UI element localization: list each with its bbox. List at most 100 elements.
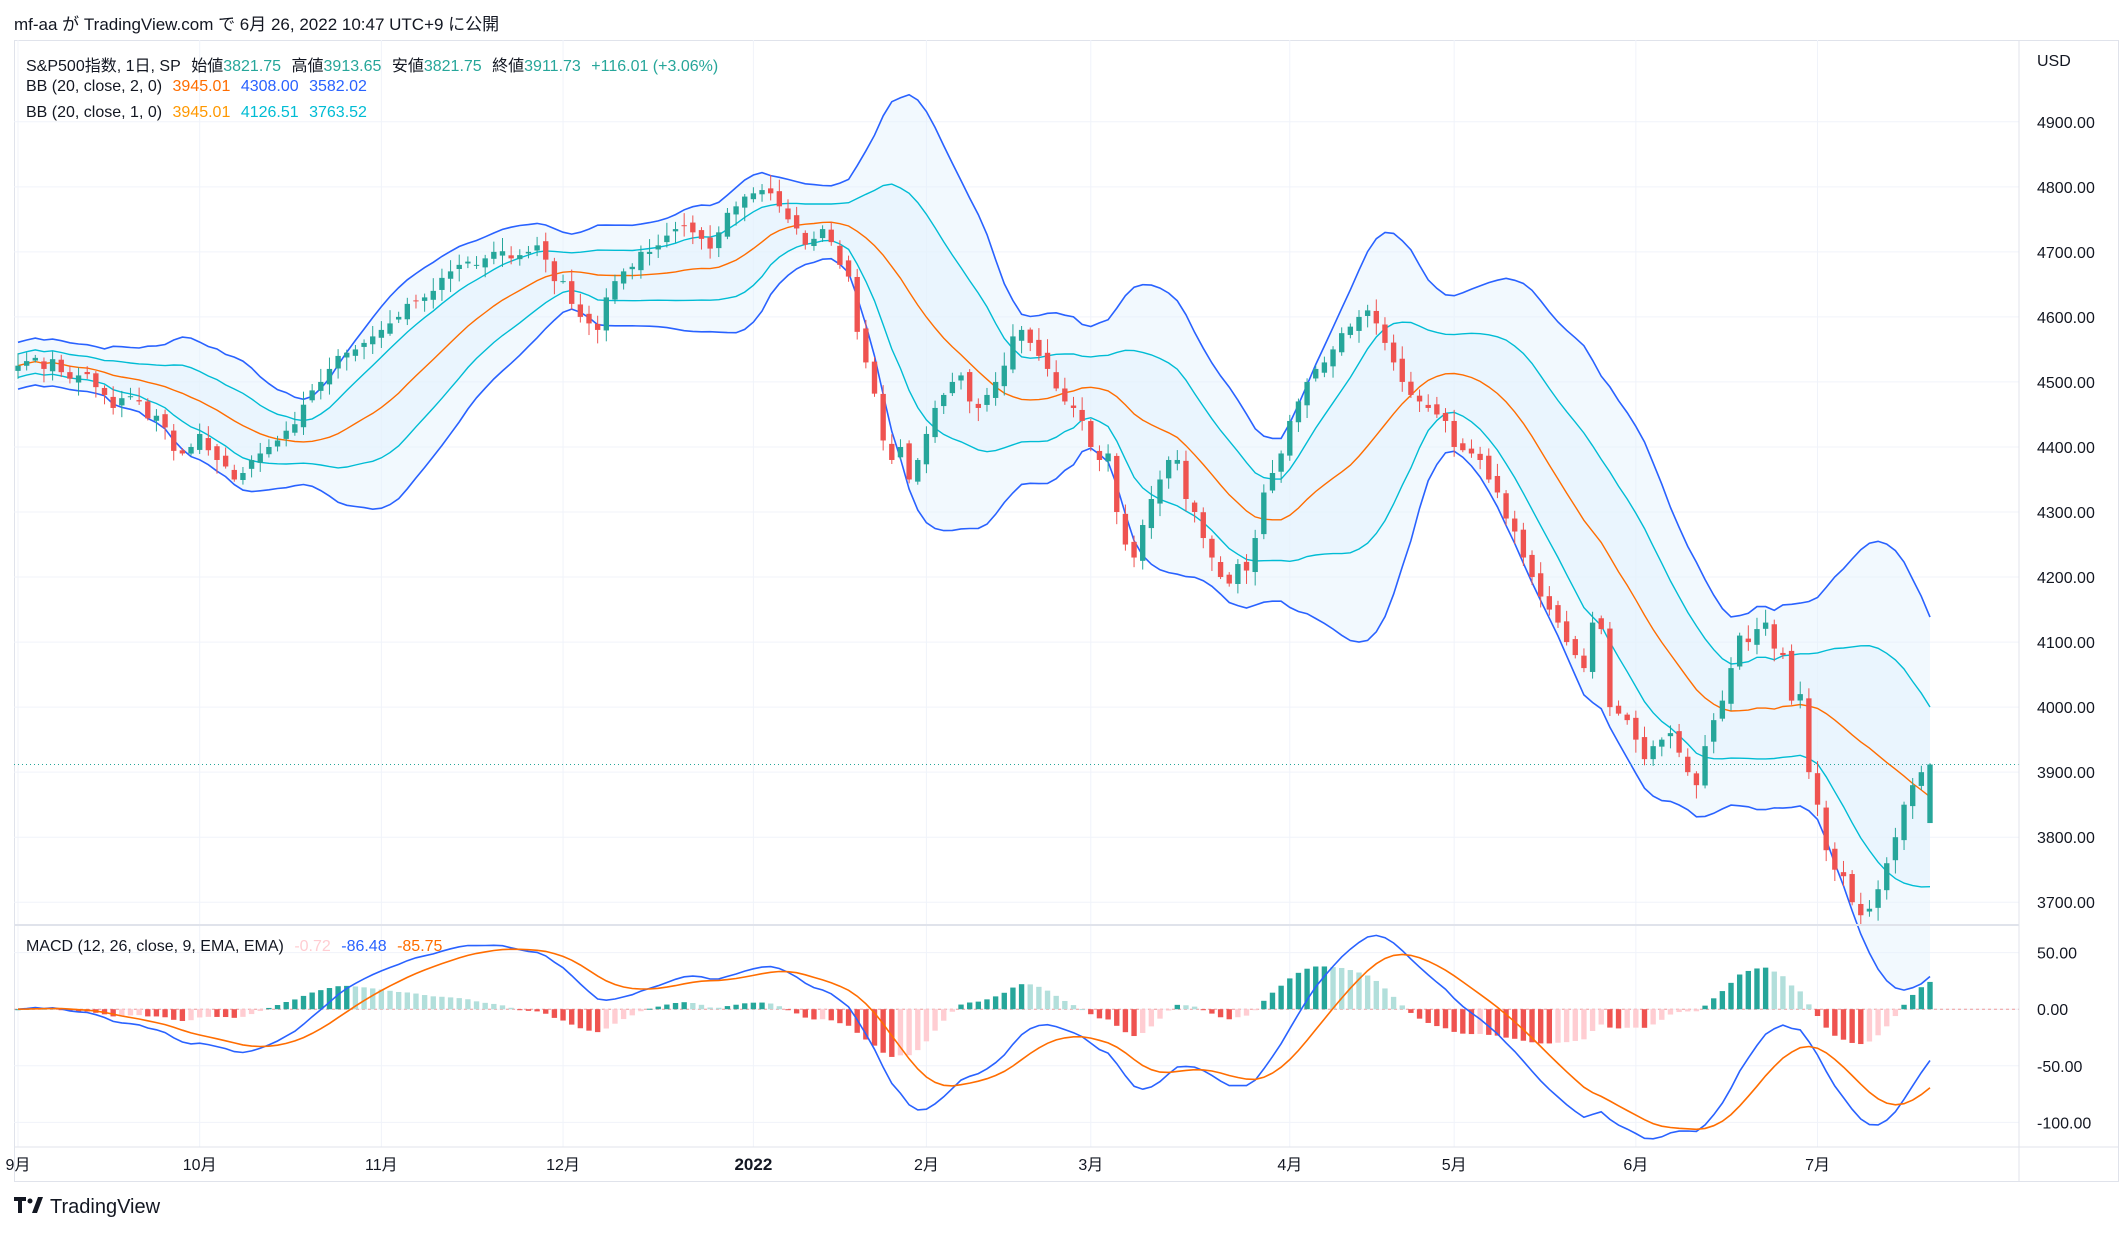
price-tick-label: 4500.00 xyxy=(2037,375,2095,392)
macd-histogram-bar xyxy=(863,1009,869,1040)
candle-body xyxy=(75,375,82,383)
candle xyxy=(1122,504,1129,551)
price-tick-label: 3800.00 xyxy=(2037,830,2095,847)
macd-histogram-bar xyxy=(664,1004,670,1010)
macd-histogram-bar xyxy=(421,995,428,1010)
month-tick-label: 4月 xyxy=(1277,1157,1302,1174)
macd-histogram-bar xyxy=(586,1009,592,1031)
candle xyxy=(1044,339,1051,377)
candle-body xyxy=(110,396,116,408)
candle-body xyxy=(214,446,220,460)
candle-body xyxy=(577,304,584,317)
candle-body xyxy=(145,401,151,419)
price-axis: 4900.00 4800.00 4700.00 4600.00 4500.00 4400.… xyxy=(2037,115,2095,1133)
candle xyxy=(1858,892,1864,926)
macd-tick-label: -100.00 xyxy=(2037,1115,2091,1132)
candle-body xyxy=(240,472,246,481)
candle-body xyxy=(1252,538,1258,573)
candle-body xyxy=(1633,717,1639,740)
candle xyxy=(664,222,670,248)
candle xyxy=(119,390,125,418)
candle xyxy=(1667,725,1674,749)
candle-body xyxy=(1866,908,1873,912)
bb1-basis: 3945.01 xyxy=(172,104,231,121)
macd-histogram-bar xyxy=(326,988,333,1010)
legend-high-label: 高値 xyxy=(291,58,324,75)
candle xyxy=(1062,377,1068,405)
macd-histogram-bar xyxy=(1572,1009,1578,1041)
candle xyxy=(1373,299,1379,335)
candle xyxy=(724,207,731,240)
candle-body xyxy=(1165,459,1172,479)
month-tick-label: 9月 xyxy=(6,1157,31,1174)
candle-body xyxy=(1174,459,1180,464)
candle xyxy=(1356,310,1362,343)
candle-body xyxy=(361,342,367,347)
macd-line xyxy=(17,934,1931,1140)
macd-histogram-bar xyxy=(335,986,341,1010)
macd-label: MACD (12, 26, close, 9, EMA, EMA) xyxy=(26,938,284,955)
candle-body xyxy=(733,206,739,215)
macd-histogram-bar xyxy=(690,1003,696,1010)
macd-histogram-bar xyxy=(456,998,462,1010)
macd-histogram-bar xyxy=(517,1009,523,1011)
candle-body xyxy=(716,232,722,249)
candle-body xyxy=(1278,453,1284,472)
bb2-upper: 4308.00 xyxy=(240,78,299,95)
candle-body xyxy=(698,230,705,239)
macd-histogram-bar xyxy=(231,1009,237,1018)
candle xyxy=(620,268,627,290)
macd-histogram-bar xyxy=(482,1002,488,1010)
candle-body xyxy=(439,277,445,290)
candle xyxy=(1235,559,1241,594)
bb1-upper: 4126.51 xyxy=(240,104,299,121)
candle xyxy=(153,409,160,432)
candle xyxy=(1685,748,1691,776)
price-tick-label: 4300.00 xyxy=(2037,505,2095,522)
candle-body xyxy=(1762,622,1769,629)
candle-body xyxy=(404,303,411,320)
candle xyxy=(326,357,333,395)
macd-histogram-bar xyxy=(1425,1009,1431,1023)
candle-body xyxy=(1667,733,1674,737)
candle-body xyxy=(1226,574,1232,584)
candle-body xyxy=(1217,562,1224,578)
macd-histogram-bar xyxy=(629,1009,635,1016)
macd-histogram-bar xyxy=(1814,1009,1821,1017)
macd-histogram-bar xyxy=(620,1009,627,1020)
candle-body xyxy=(1797,694,1803,701)
candle xyxy=(309,383,315,403)
macd-histogram-bar xyxy=(1624,1009,1630,1028)
candle xyxy=(145,398,151,421)
candle-body xyxy=(1875,889,1881,908)
macd-histogram-bar xyxy=(594,1009,601,1033)
candle-body xyxy=(638,251,644,271)
candle xyxy=(1910,777,1916,819)
candle xyxy=(1918,765,1925,791)
candle-body xyxy=(612,281,618,300)
candle xyxy=(1460,438,1466,453)
macd-histogram-bar xyxy=(1399,1005,1405,1010)
price-tick-label: 4800.00 xyxy=(2037,180,2095,197)
macd-histogram-bar xyxy=(1269,992,1276,1010)
footer-brand[interactable]: TradingView xyxy=(14,1196,160,1219)
bb2-legend: BB (20, close, 2, 0) 3945.01 4308.00 358… xyxy=(26,78,373,96)
macd-legend: MACD (12, 26, close, 9, EMA, EMA) -0.72 … xyxy=(26,938,448,956)
candle-body xyxy=(586,313,592,324)
macd-histogram-bar xyxy=(1278,985,1284,1010)
candle-body xyxy=(1650,746,1656,760)
macd-histogram-bar xyxy=(1745,970,1751,1010)
legend-high: 3913.65 xyxy=(323,58,382,75)
candle xyxy=(1468,439,1475,458)
candle-body xyxy=(1442,412,1449,421)
candle-body xyxy=(1927,764,1933,824)
candle xyxy=(378,321,385,348)
footer-brand-text: TradingView xyxy=(50,1196,161,1218)
macd-histogram-bar xyxy=(906,1009,912,1056)
candle-body xyxy=(1001,365,1007,387)
macd-histogram-bar xyxy=(1165,1009,1172,1011)
candle-body xyxy=(534,245,540,251)
candle xyxy=(1018,325,1025,354)
candle xyxy=(543,232,549,273)
